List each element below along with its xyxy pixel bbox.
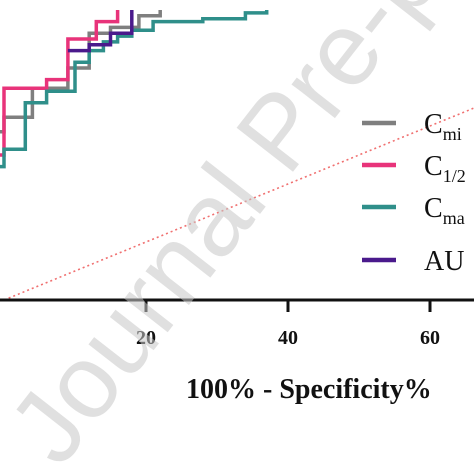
x-tick-label-0: 20 bbox=[136, 327, 156, 349]
series-line-1 bbox=[0, 10, 120, 157]
plot-lines bbox=[0, 10, 474, 301]
x-axis-ticks: 20 40 60 bbox=[136, 300, 440, 349]
legend-label-3: AU bbox=[424, 246, 464, 277]
legend: Cmi C1/2 Cma AU bbox=[362, 109, 466, 277]
x-tick-label-1: 40 bbox=[278, 327, 298, 349]
x-axis-title: 100% - Specificity% bbox=[186, 374, 432, 405]
series-line-0 bbox=[0, 10, 162, 134]
x-tick-label-2: 60 bbox=[420, 327, 440, 349]
series-line-2 bbox=[0, 10, 269, 169]
series-line-3 bbox=[67, 10, 134, 53]
legend-label-0: Cmi bbox=[424, 109, 462, 144]
legend-label-2: Cma bbox=[424, 193, 465, 228]
legend-label-1: C1/2 bbox=[424, 151, 466, 186]
